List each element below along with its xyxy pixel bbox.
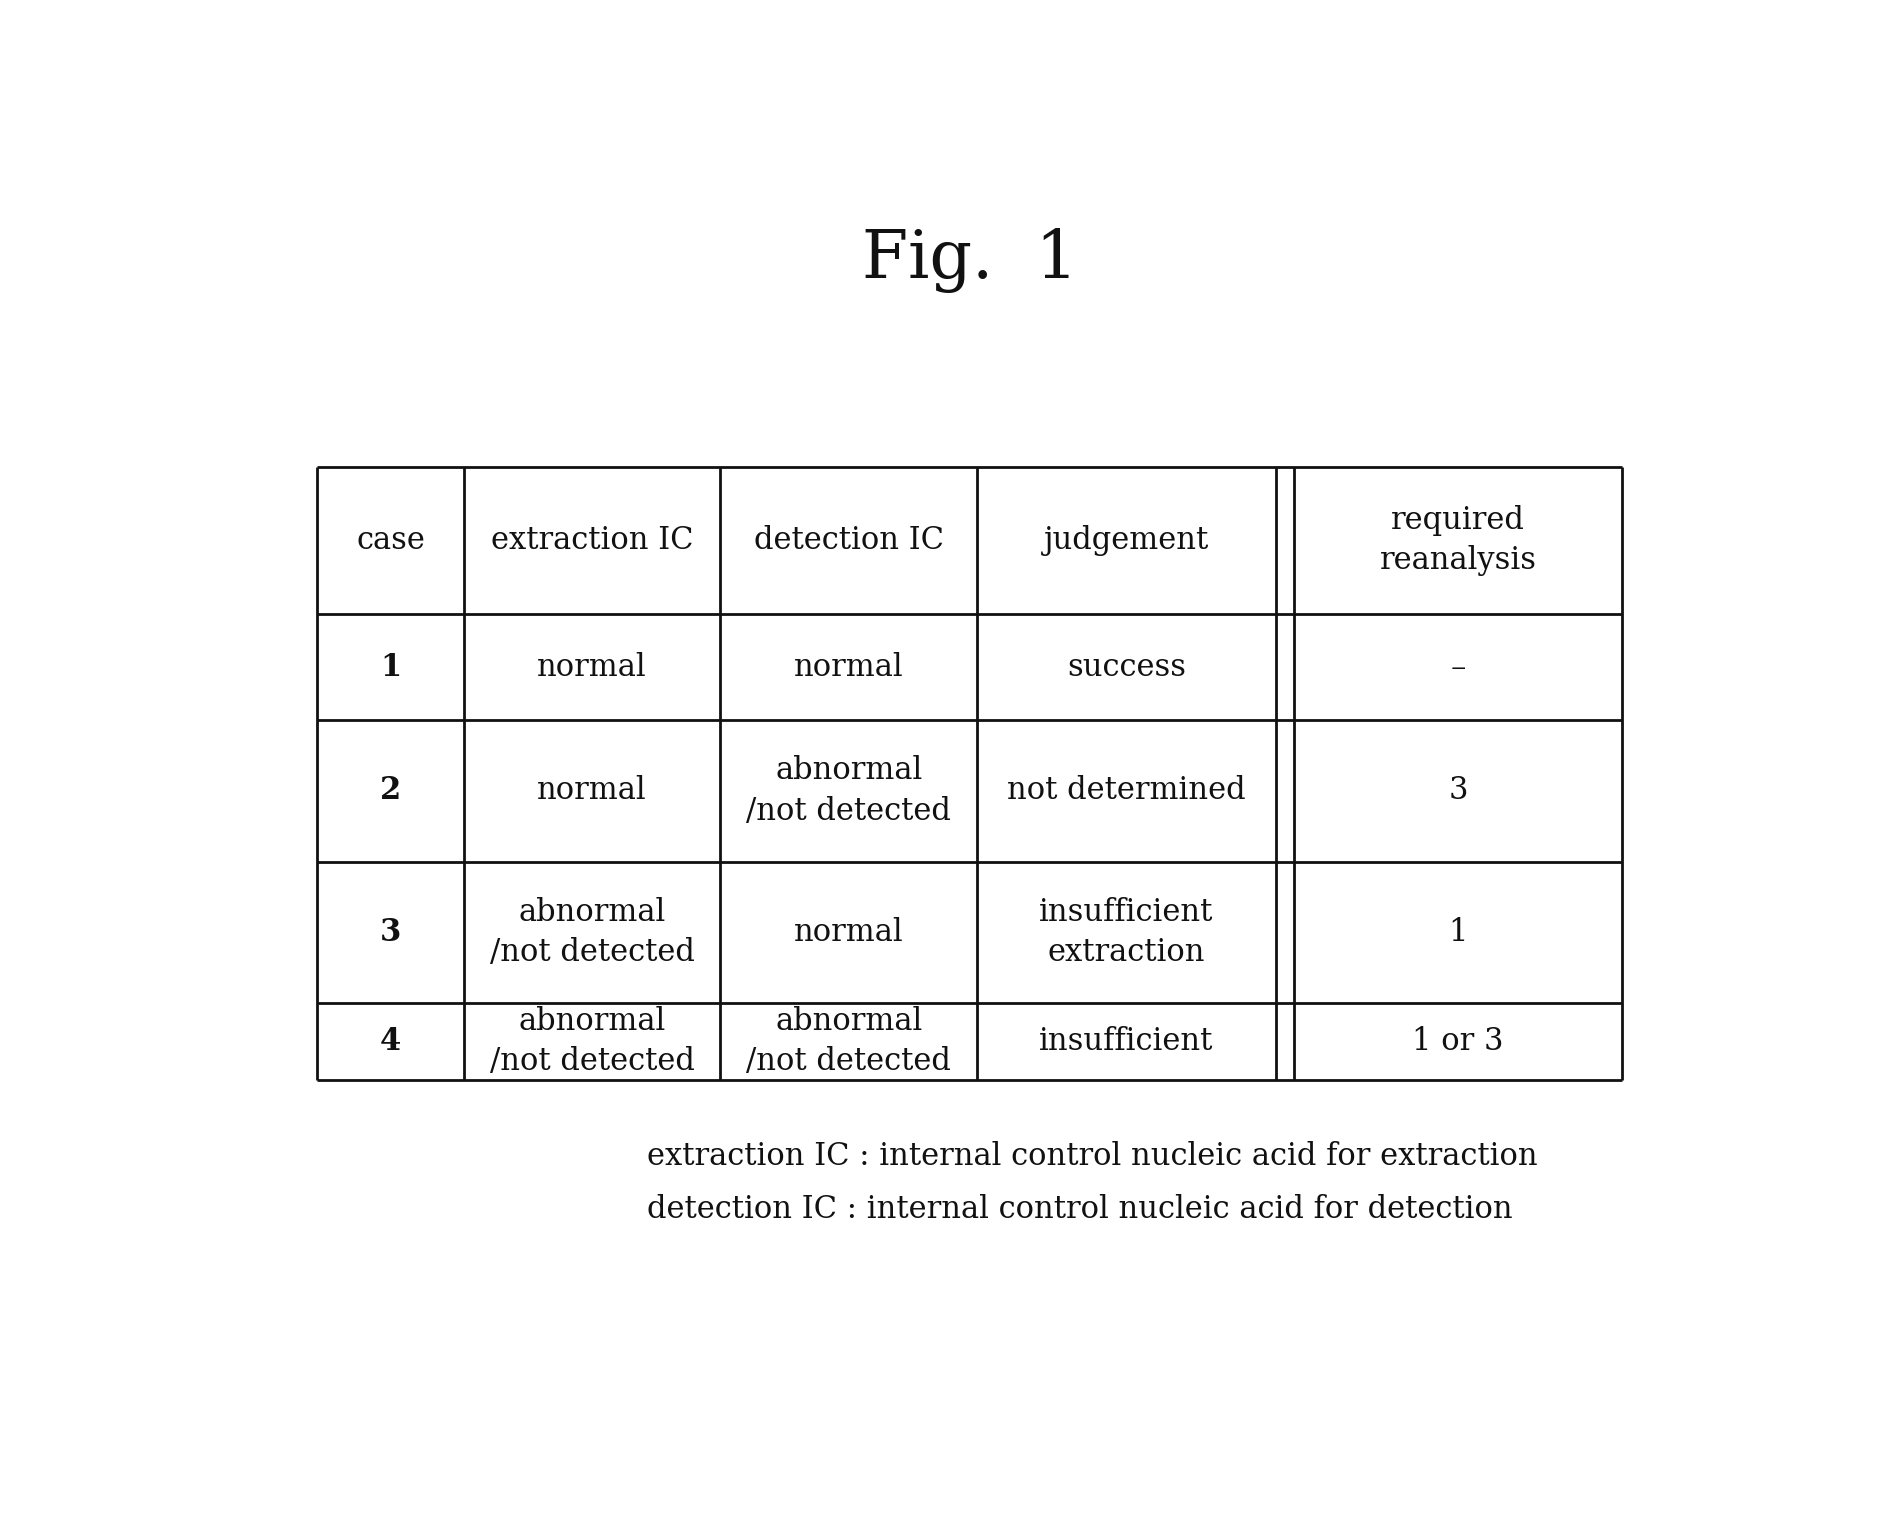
Text: abnormal
/not detected: abnormal /not detected: [490, 897, 694, 968]
Text: 4: 4: [380, 1026, 401, 1056]
Text: abnormal
/not detected: abnormal /not detected: [745, 1006, 952, 1078]
Text: normal: normal: [537, 775, 647, 807]
Text: insufficient
extraction: insufficient extraction: [1039, 897, 1215, 968]
Text: normal: normal: [795, 652, 904, 683]
Text: 3: 3: [380, 917, 401, 948]
Text: 2: 2: [380, 775, 401, 807]
Text: abnormal
/not detected: abnormal /not detected: [745, 755, 952, 827]
Text: Fig.  1: Fig. 1: [861, 228, 1078, 292]
Text: extraction IC : internal control nucleic acid for extraction: extraction IC : internal control nucleic…: [647, 1141, 1538, 1171]
Text: not determined: not determined: [1007, 775, 1245, 807]
Text: abnormal
/not detected: abnormal /not detected: [490, 1006, 694, 1078]
Text: 1 or 3: 1 or 3: [1411, 1026, 1504, 1056]
Text: insufficient: insufficient: [1039, 1026, 1215, 1056]
Text: extraction IC: extraction IC: [490, 525, 692, 556]
Text: normal: normal: [795, 917, 904, 948]
Text: detection IC : internal control nucleic acid for detection: detection IC : internal control nucleic …: [647, 1194, 1514, 1225]
Text: case: case: [356, 525, 426, 556]
Text: normal: normal: [537, 652, 647, 683]
Text: detection IC: detection IC: [753, 525, 944, 556]
Text: judgement: judgement: [1044, 525, 1209, 556]
Text: required
reanalysis: required reanalysis: [1379, 505, 1536, 576]
Text: 3: 3: [1447, 775, 1468, 807]
Text: success: success: [1067, 652, 1186, 683]
Text: –: –: [1451, 652, 1466, 683]
Text: 1: 1: [1447, 917, 1468, 948]
Text: 1: 1: [380, 652, 401, 683]
